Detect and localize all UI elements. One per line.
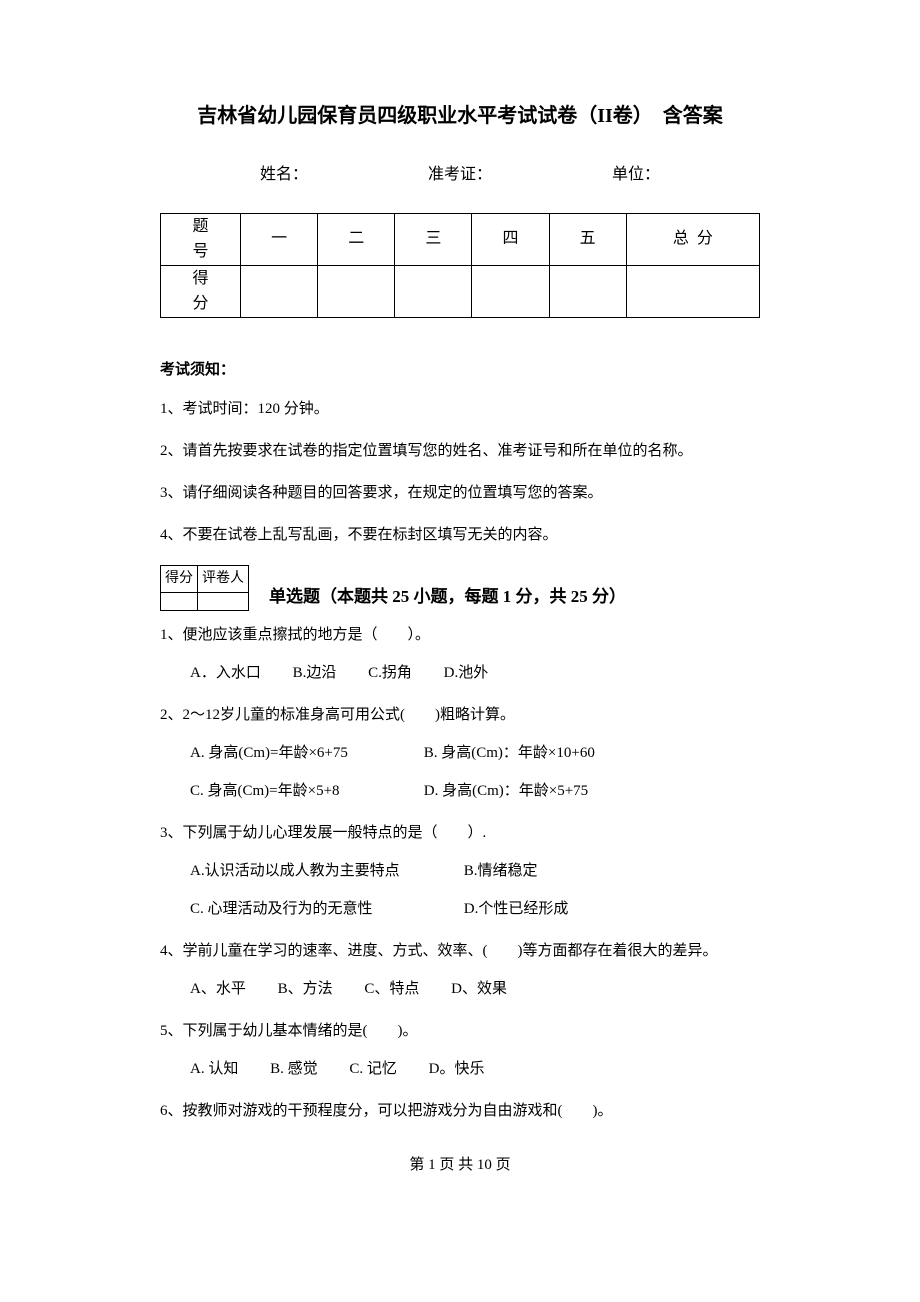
header-cell: 题 号	[161, 213, 241, 265]
header-cell: 一	[241, 213, 318, 265]
header-cell: 五	[549, 213, 626, 265]
option-a: A．入水口	[190, 665, 261, 681]
score-cell	[626, 265, 759, 317]
option-b: B. 感觉	[270, 1061, 318, 1077]
header-cell: 三	[395, 213, 472, 265]
unit-label: 单位：	[612, 162, 660, 188]
option-c: C. 身高(Cm)=年龄×5+8	[190, 779, 420, 803]
candidate-info-row: 姓名： 准考证： 单位：	[160, 162, 760, 188]
score-label-cell: 得 分	[161, 265, 241, 317]
notice-item: 2、请首先按要求在试卷的指定位置填写您的姓名、准考证号和所在单位的名称。	[160, 439, 760, 463]
question-3: 3、下列属于幼儿心理发展一般特点的是（ ）. A.认识活动以成人教为主要特点 B…	[160, 821, 760, 921]
option-c: C、特点	[364, 981, 419, 997]
admission-label: 准考证：	[428, 162, 492, 188]
score-cell	[472, 265, 549, 317]
score-cell	[318, 265, 395, 317]
option-b: B. 身高(Cm)：年龄×10+60	[424, 745, 595, 761]
question-options-row: A. 身高(Cm)=年龄×6+75 B. 身高(Cm)：年龄×10+60	[160, 741, 760, 765]
option-d: D.个性已经形成	[464, 901, 569, 917]
option-c: C. 心理活动及行为的无意性	[190, 897, 460, 921]
question-options: A. 认知 B. 感觉 C. 记忆 D。快乐	[160, 1057, 760, 1081]
section-header-box: 得分 评卷人 单选题（本题共 25 小题，每题 1 分，共 25 分）	[160, 565, 760, 611]
option-a: A、水平	[190, 981, 246, 997]
option-c: C.拐角	[368, 665, 412, 681]
option-d: D、效果	[451, 981, 507, 997]
option-a: A. 身高(Cm)=年龄×6+75	[190, 741, 420, 765]
notice-item: 4、不要在试卷上乱写乱画，不要在标封区填写无关的内容。	[160, 523, 760, 547]
header-cell: 二	[318, 213, 395, 265]
question-stem: 5、下列属于幼儿基本情绪的是( )。	[160, 1019, 760, 1043]
grade-grader-label: 评卷人	[198, 565, 249, 592]
grade-grader-cell	[198, 593, 249, 611]
score-table: 题 号 一 二 三 四 五 总分 得 分	[160, 213, 760, 318]
question-options: A．入水口 B.边沿 C.拐角 D.池外	[160, 661, 760, 685]
question-2: 2、2～12岁儿童的标准身高可用公式( )粗略计算。 A. 身高(Cm)=年龄×…	[160, 703, 760, 803]
option-b: B.边沿	[293, 665, 337, 681]
question-1: 1、便池应该重点擦拭的地方是（ ）。 A．入水口 B.边沿 C.拐角 D.池外	[160, 623, 760, 685]
question-stem: 4、学前儿童在学习的速率、进度、方式、效率、( )等方面都存在着很大的差异。	[160, 939, 760, 963]
option-d: D.池外	[444, 665, 489, 681]
option-a: A.认识活动以成人教为主要特点	[190, 859, 460, 883]
option-d: D. 身高(Cm)：年龄×5+75	[424, 783, 588, 799]
table-row: 题 号 一 二 三 四 五 总分	[161, 213, 760, 265]
score-cell	[549, 265, 626, 317]
table-row: 得 分	[161, 265, 760, 317]
grade-box-table: 得分 评卷人	[160, 565, 249, 611]
question-options-row: C. 身高(Cm)=年龄×5+8 D. 身高(Cm)：年龄×5+75	[160, 779, 760, 803]
option-a: A. 认知	[190, 1061, 238, 1077]
name-label: 姓名：	[260, 162, 308, 188]
question-stem: 1、便池应该重点擦拭的地方是（ ）。	[160, 623, 760, 647]
question-5: 5、下列属于幼儿基本情绪的是( )。 A. 认知 B. 感觉 C. 记忆 D。快…	[160, 1019, 760, 1081]
option-b: B.情绪稳定	[464, 863, 538, 879]
question-stem: 2、2～12岁儿童的标准身高可用公式( )粗略计算。	[160, 703, 760, 727]
header-cell: 四	[472, 213, 549, 265]
grade-score-label: 得分	[161, 565, 198, 592]
question-options-row: C. 心理活动及行为的无意性 D.个性已经形成	[160, 897, 760, 921]
notice-item: 1、考试时间：120 分钟。	[160, 397, 760, 421]
score-cell	[241, 265, 318, 317]
question-6: 6、按教师对游戏的干预程度分，可以把游戏分为自由游戏和( )。	[160, 1099, 760, 1123]
question-stem: 3、下列属于幼儿心理发展一般特点的是（ ）.	[160, 821, 760, 845]
header-cell: 总分	[626, 213, 759, 265]
grade-score-cell	[161, 593, 198, 611]
score-cell	[395, 265, 472, 317]
question-4: 4、学前儿童在学习的速率、进度、方式、效率、( )等方面都存在着很大的差异。 A…	[160, 939, 760, 1001]
question-options: A、水平 B、方法 C、特点 D、效果	[160, 977, 760, 1001]
option-d: D。快乐	[429, 1061, 485, 1077]
option-b: B、方法	[278, 981, 333, 997]
question-options-row: A.认识活动以成人教为主要特点 B.情绪稳定	[160, 859, 760, 883]
option-c: C. 记忆	[349, 1061, 397, 1077]
notice-title: 考试须知：	[160, 358, 760, 382]
page-footer: 第 1 页 共 10 页	[160, 1153, 760, 1177]
question-stem: 6、按教师对游戏的干预程度分，可以把游戏分为自由游戏和( )。	[160, 1099, 760, 1123]
notice-item: 3、请仔细阅读各种题目的回答要求，在规定的位置填写您的答案。	[160, 481, 760, 505]
section-title: 单选题（本题共 25 小题，每题 1 分，共 25 分）	[269, 583, 626, 610]
document-title: 吉林省幼儿园保育员四级职业水平考试试卷（II卷） 含答案	[160, 100, 760, 132]
